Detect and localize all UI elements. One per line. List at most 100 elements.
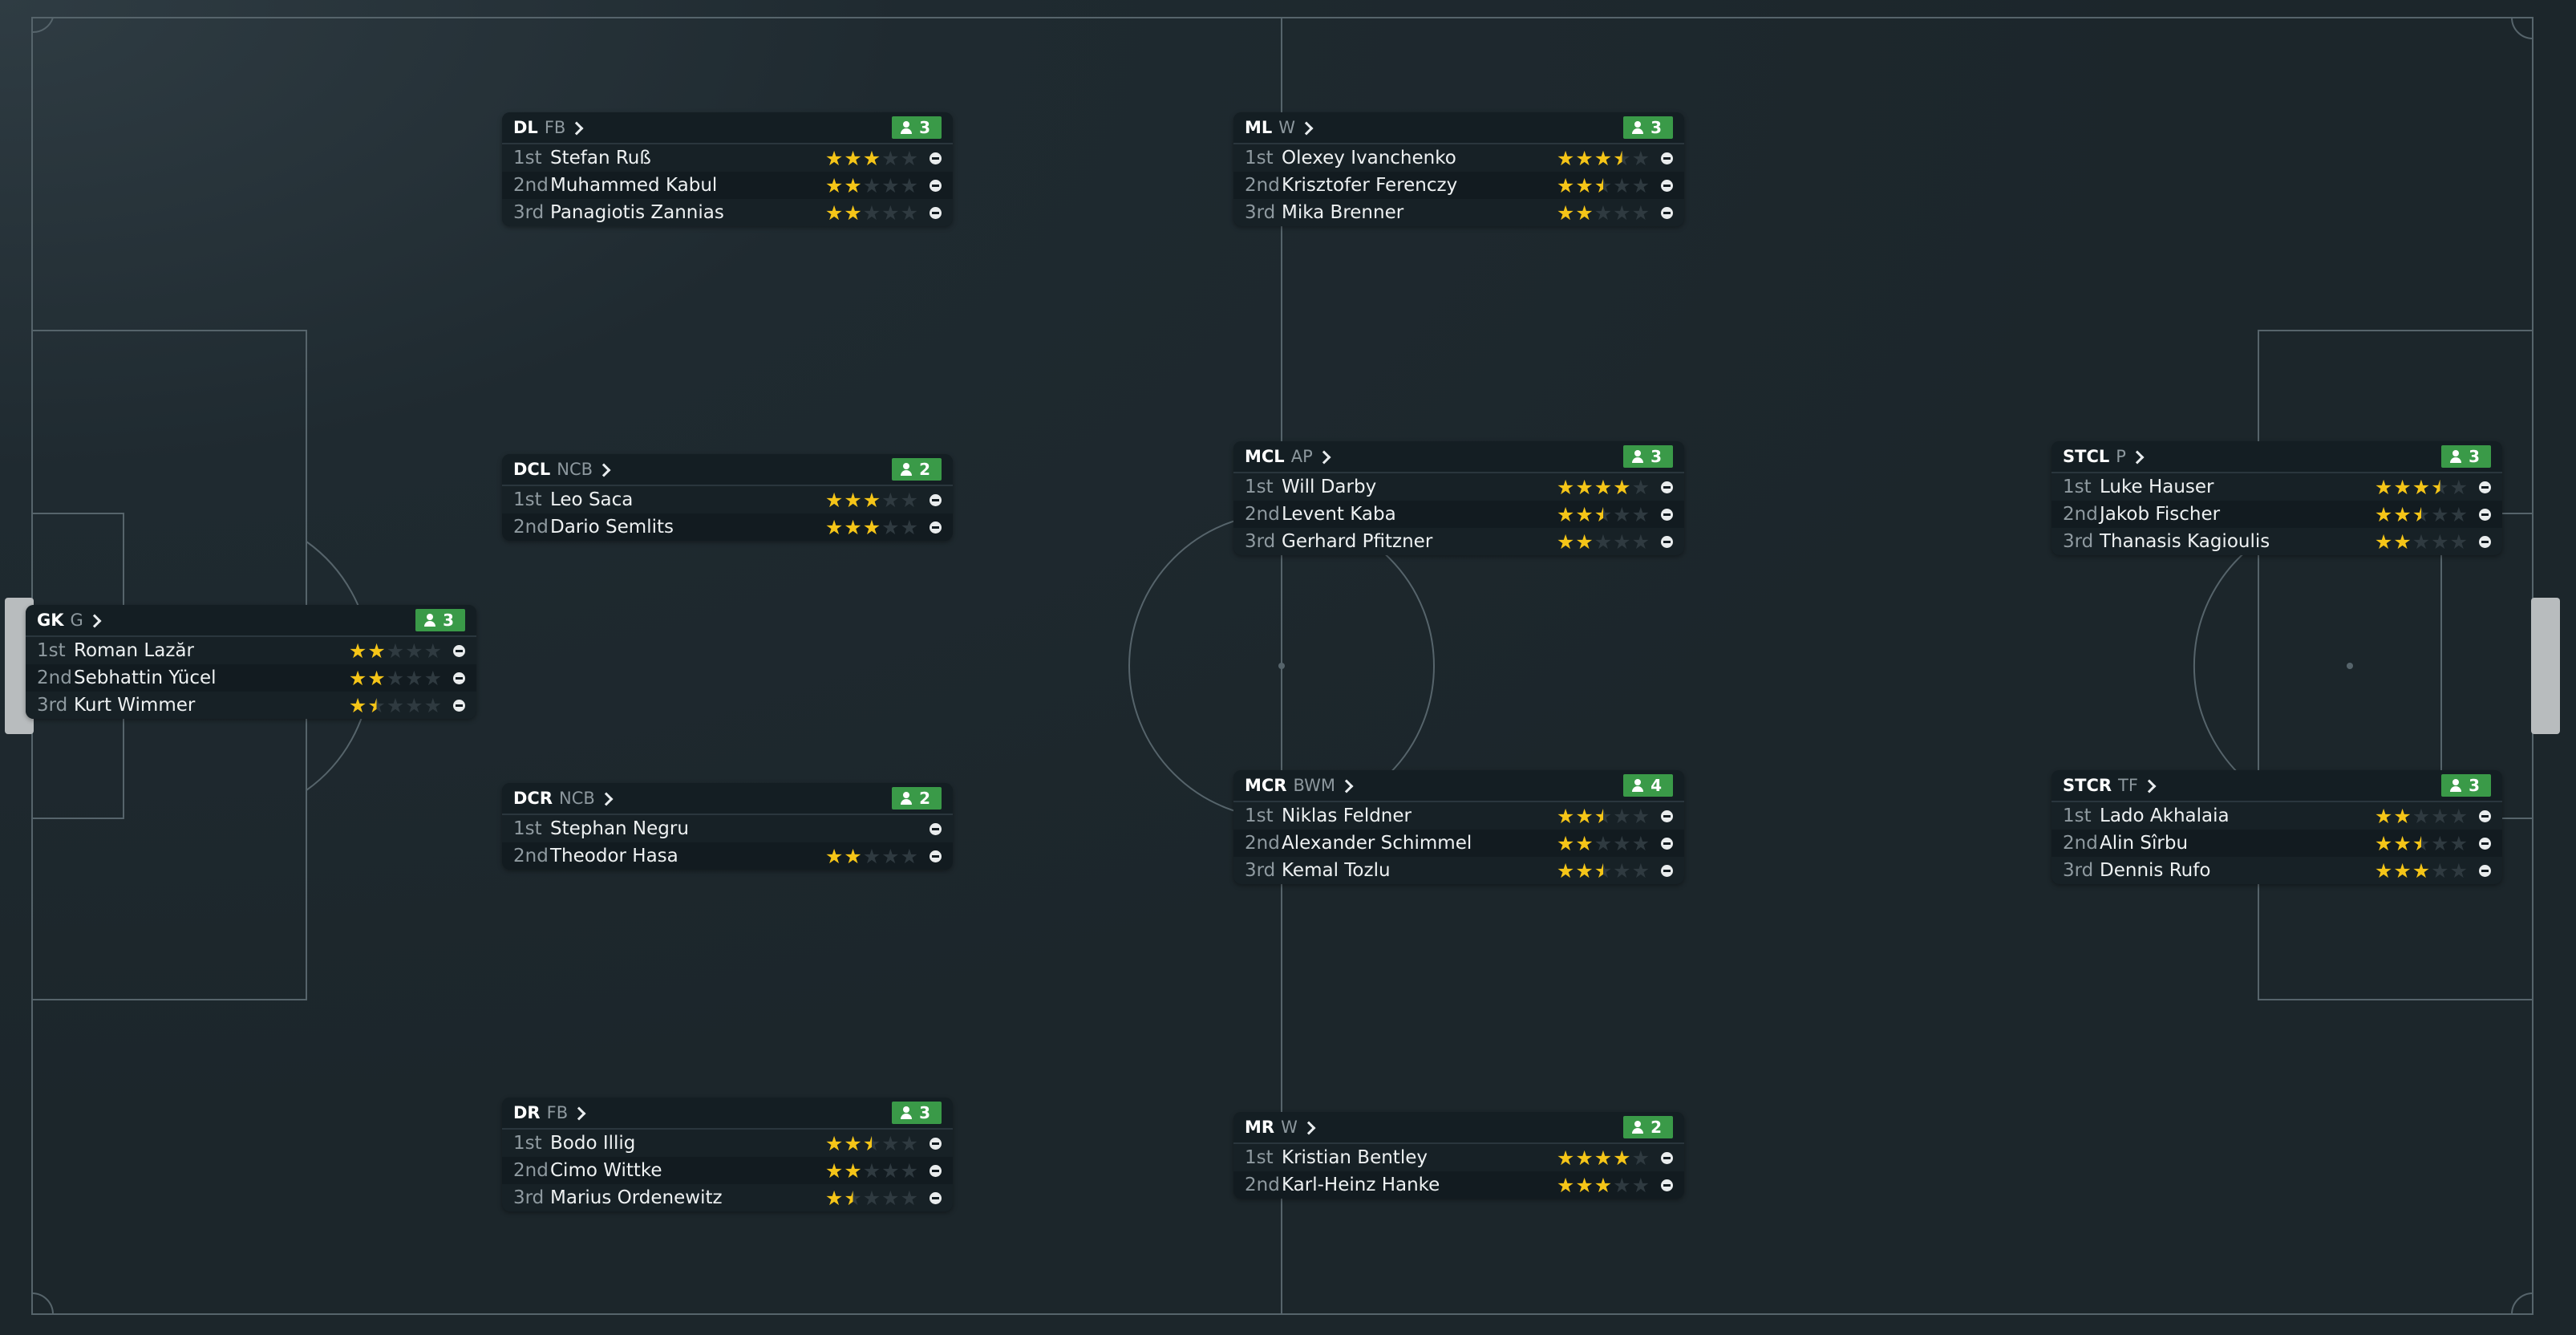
player-row[interactable]: 3rd Thanasis Kagioulis ★ ★ ★ ★ ★ bbox=[2051, 528, 2502, 555]
minus-circle-icon[interactable] bbox=[1661, 481, 1673, 493]
player-name[interactable]: Kristian Bentley bbox=[1282, 1147, 1428, 1168]
player-name[interactable]: Dennis Rufo bbox=[2100, 860, 2211, 881]
position-header[interactable]: GK G 3 bbox=[26, 605, 476, 637]
player-name[interactable]: Luke Hauser bbox=[2100, 477, 2214, 497]
player-name[interactable]: Bodo Illig bbox=[550, 1133, 636, 1154]
chevron-right-icon[interactable] bbox=[569, 121, 584, 135]
chevron-right-icon[interactable] bbox=[87, 614, 102, 627]
position-header[interactable]: MCL AP 3 bbox=[1233, 441, 1684, 473]
player-row[interactable]: 2nd Levent Kaba ★ ★ ★ ★ ★ bbox=[1233, 501, 1684, 528]
player-name[interactable]: Stefan Ruß bbox=[550, 148, 651, 168]
player-row[interactable]: 2nd Jakob Fischer ★ ★ ★ ★ ★ bbox=[2051, 501, 2502, 528]
player-row[interactable]: 1st Lado Akhalaia ★ ★ ★ ★ ★ bbox=[2051, 802, 2502, 830]
player-name[interactable]: Leo Saca bbox=[550, 489, 634, 510]
minus-circle-icon[interactable] bbox=[1661, 152, 1673, 164]
player-row[interactable]: 2nd Theodor Hasa ★ ★ ★ ★ ★ bbox=[502, 842, 953, 870]
player-row[interactable]: 2nd Alexander Schimmel ★ ★ ★ ★ ★ bbox=[1233, 830, 1684, 857]
minus-circle-icon[interactable] bbox=[453, 644, 465, 657]
position-header[interactable]: STCR TF 3 bbox=[2051, 770, 2502, 802]
player-name[interactable]: Sebhattin Yücel bbox=[74, 668, 217, 688]
player-row[interactable]: 1st Niklas Feldner ★ ★ ★ ★ ★ bbox=[1233, 802, 1684, 830]
minus-circle-icon[interactable] bbox=[930, 850, 942, 862]
minus-circle-icon[interactable] bbox=[2479, 481, 2491, 493]
player-row[interactable]: 1st Kristian Bentley ★ ★ ★ ★ ★ bbox=[1233, 1144, 1684, 1171]
minus-circle-icon[interactable] bbox=[2479, 810, 2491, 822]
player-row[interactable]: 1st Roman Lazăr ★ ★ ★ ★ ★ bbox=[26, 637, 476, 664]
position-header[interactable]: MCR BWM 4 bbox=[1233, 770, 1684, 802]
player-name[interactable]: Mika Brenner bbox=[1282, 202, 1404, 223]
position-header[interactable]: ML W 3 bbox=[1233, 112, 1684, 144]
minus-circle-icon[interactable] bbox=[1661, 837, 1673, 850]
player-row[interactable]: 3rd Dennis Rufo ★ ★ ★ ★ ★ bbox=[2051, 857, 2502, 884]
player-row[interactable]: 3rd Marius Ordenewitz ★ ★ ★ ★ ★ bbox=[502, 1184, 953, 1211]
chevron-right-icon[interactable] bbox=[599, 792, 614, 805]
minus-circle-icon[interactable] bbox=[2479, 864, 2491, 877]
minus-circle-icon[interactable] bbox=[453, 672, 465, 684]
player-row[interactable]: 2nd Dario Semlits ★ ★ ★ ★ ★ bbox=[502, 513, 953, 541]
player-row[interactable]: 1st Luke Hauser ★ ★ ★ ★ ★ bbox=[2051, 473, 2502, 501]
chevron-right-icon[interactable] bbox=[2142, 779, 2157, 793]
minus-circle-icon[interactable] bbox=[1661, 864, 1673, 877]
player-name[interactable]: Lado Akhalaia bbox=[2100, 805, 2230, 826]
player-name[interactable]: Kemal Tozlu bbox=[1282, 860, 1391, 881]
player-row[interactable]: 3rd Kurt Wimmer ★ ★ ★ ★ ★ bbox=[26, 692, 476, 719]
minus-circle-icon[interactable] bbox=[1661, 179, 1673, 192]
minus-circle-icon[interactable] bbox=[930, 1191, 942, 1204]
position-header[interactable]: DR FB 3 bbox=[502, 1098, 953, 1130]
player-row[interactable]: 3rd Panagiotis Zannias ★ ★ ★ ★ ★ bbox=[502, 199, 953, 226]
player-name[interactable]: Will Darby bbox=[1282, 477, 1377, 497]
player-name[interactable]: Muhammed Kabul bbox=[550, 175, 718, 196]
chevron-right-icon[interactable] bbox=[1299, 121, 1314, 135]
player-row[interactable]: 1st Stefan Ruß ★ ★ ★ ★ ★ bbox=[502, 144, 953, 172]
player-name[interactable]: Gerhard Pfitzner bbox=[1282, 531, 1433, 552]
player-row[interactable]: 1st Will Darby ★ ★ ★ ★ ★ bbox=[1233, 473, 1684, 501]
player-row[interactable]: 2nd Cimo Wittke ★ ★ ★ ★ ★ bbox=[502, 1157, 953, 1184]
player-row[interactable]: 2nd Krisztofer Ferenczy ★ ★ ★ ★ ★ bbox=[1233, 172, 1684, 199]
position-header[interactable]: DCR NCB 2 bbox=[502, 783, 953, 815]
chevron-right-icon[interactable] bbox=[2130, 450, 2145, 464]
player-name[interactable]: Karl-Heinz Hanke bbox=[1282, 1175, 1440, 1195]
player-name[interactable]: Panagiotis Zannias bbox=[550, 202, 724, 223]
player-name[interactable]: Jakob Fischer bbox=[2100, 504, 2221, 525]
minus-circle-icon[interactable] bbox=[453, 699, 465, 712]
minus-circle-icon[interactable] bbox=[930, 1164, 942, 1177]
player-name[interactable]: Marius Ordenewitz bbox=[550, 1187, 723, 1208]
chevron-right-icon[interactable] bbox=[597, 463, 611, 477]
minus-circle-icon[interactable] bbox=[1661, 535, 1673, 548]
player-name[interactable]: Dario Semlits bbox=[550, 517, 674, 538]
player-row[interactable]: 1st Leo Saca ★ ★ ★ ★ ★ bbox=[502, 486, 953, 513]
player-name[interactable]: Thanasis Kagioulis bbox=[2100, 531, 2270, 552]
chevron-right-icon[interactable] bbox=[572, 1106, 586, 1120]
minus-circle-icon[interactable] bbox=[930, 179, 942, 192]
minus-circle-icon[interactable] bbox=[930, 1137, 942, 1150]
minus-circle-icon[interactable] bbox=[1661, 1151, 1673, 1164]
position-header[interactable]: DL FB 3 bbox=[502, 112, 953, 144]
position-header[interactable]: DCL NCB 2 bbox=[502, 454, 953, 486]
player-name[interactable]: Kurt Wimmer bbox=[74, 695, 196, 716]
minus-circle-icon[interactable] bbox=[930, 493, 942, 506]
player-row[interactable]: 2nd Karl-Heinz Hanke ★ ★ ★ ★ ★ bbox=[1233, 1171, 1684, 1199]
minus-circle-icon[interactable] bbox=[1661, 1179, 1673, 1191]
minus-circle-icon[interactable] bbox=[930, 206, 942, 219]
player-row[interactable]: 2nd Sebhattin Yücel ★ ★ ★ ★ ★ bbox=[26, 664, 476, 692]
minus-circle-icon[interactable] bbox=[1661, 810, 1673, 822]
minus-circle-icon[interactable] bbox=[930, 822, 942, 835]
player-name[interactable]: Levent Kaba bbox=[1282, 504, 1396, 525]
position-header[interactable]: STCL P 3 bbox=[2051, 441, 2502, 473]
player-row[interactable]: 2nd Muhammed Kabul ★ ★ ★ ★ ★ bbox=[502, 172, 953, 199]
player-row[interactable]: 1st Bodo Illig ★ ★ ★ ★ ★ bbox=[502, 1130, 953, 1157]
minus-circle-icon[interactable] bbox=[2479, 837, 2491, 850]
player-name[interactable]: Cimo Wittke bbox=[550, 1160, 662, 1181]
position-header[interactable]: MR W 2 bbox=[1233, 1112, 1684, 1144]
minus-circle-icon[interactable] bbox=[930, 521, 942, 534]
player-name[interactable]: Olexey Ivanchenko bbox=[1282, 148, 1456, 168]
chevron-right-icon[interactable] bbox=[1339, 779, 1354, 793]
minus-circle-icon[interactable] bbox=[1661, 508, 1673, 521]
player-name[interactable]: Krisztofer Ferenczy bbox=[1282, 175, 1458, 196]
player-row[interactable]: 3rd Mika Brenner ★ ★ ★ ★ ★ bbox=[1233, 199, 1684, 226]
minus-circle-icon[interactable] bbox=[930, 152, 942, 164]
player-name[interactable]: Roman Lazăr bbox=[74, 640, 194, 661]
player-name[interactable]: Alexander Schimmel bbox=[1282, 833, 1472, 854]
player-name[interactable]: Alin Sîrbu bbox=[2100, 833, 2189, 854]
minus-circle-icon[interactable] bbox=[2479, 535, 2491, 548]
